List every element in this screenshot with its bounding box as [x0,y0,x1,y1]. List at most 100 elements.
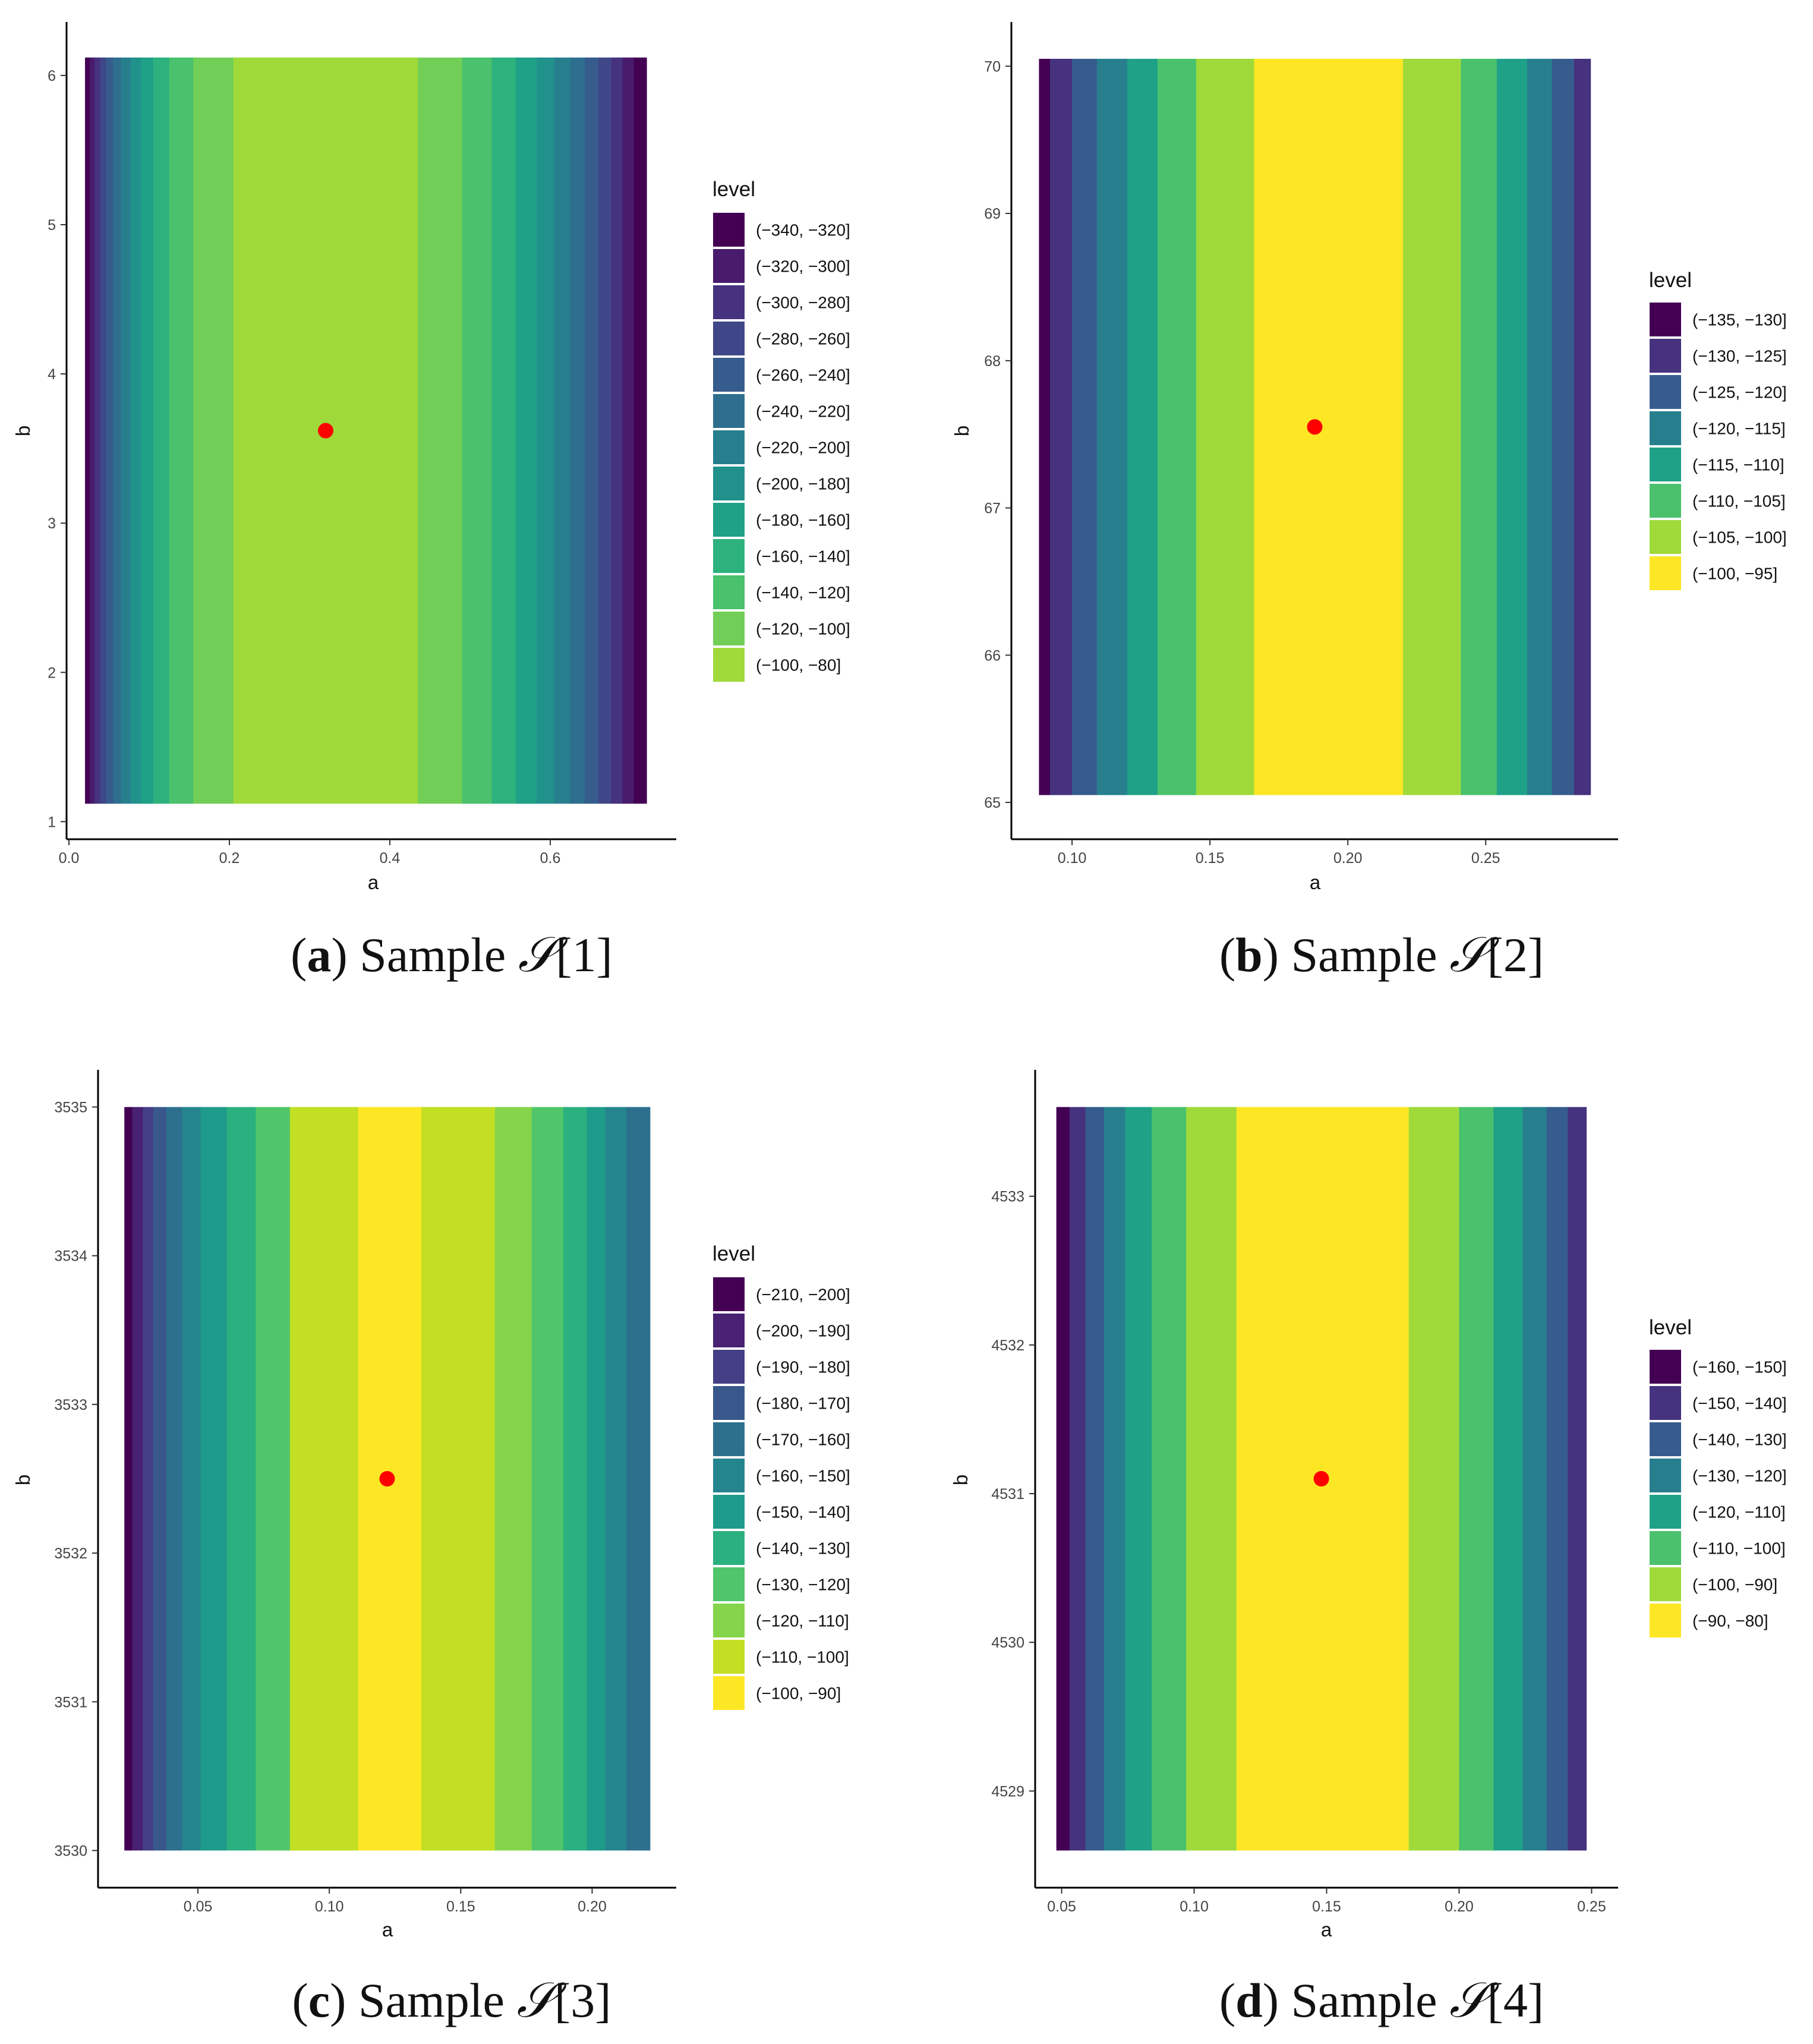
panel-a-band-14 [462,57,493,804]
panel-c-band-12 [494,1107,532,1851]
panel-d-x-tick-label-4: 0.25 [1577,1898,1606,1915]
panel-a-legend-label-1: (−320, −300] [756,257,850,276]
panel-b-y-tick-label-0: 65 [984,795,1001,811]
panel-c-band-13 [531,1107,564,1851]
panel-b-band-13 [1574,58,1591,795]
panel-d-y-axis-title: b [950,1475,972,1485]
panel-a-band-7 [131,57,142,804]
panel-d-legend-title: level [1649,1316,1692,1339]
panel-d-caption-label: d [1235,1973,1263,2027]
panel-a-legend-label-4: (−260, −240] [756,366,850,385]
panel-a-band-8 [141,57,154,804]
panel-c-band-3 [153,1107,167,1851]
panel-b-band-1 [1049,58,1073,795]
panel-d-legend-label-0: (−160, −150] [1692,1358,1787,1377]
panel-c-band-4 [166,1107,183,1851]
panel-c-band-16 [605,1107,627,1851]
panel-a-x-tick-label-2: 0.4 [380,850,401,867]
panel-c-y-tick-label-2: 3532 [54,1545,87,1562]
panel-b-band-2 [1072,58,1098,795]
panel-d-y-tick-label-0: 4529 [991,1783,1024,1800]
panel-c-legend-swatch-4 [712,1421,746,1457]
panel-b-caption-label: b [1235,928,1263,982]
panel-b-band-6 [1196,58,1254,795]
panel-a-band-5 [113,57,122,804]
panel-d-band-3 [1103,1107,1126,1851]
panel-c-legend: (−210, −200] (−200, −190] (−190, −180] (−18… [712,1276,850,1711]
panel-d-legend-swatch-1 [1648,1385,1682,1421]
panel-a-band-23 [622,57,635,804]
panel-b-y-tick-label-3: 68 [984,353,1001,370]
panel-a-x-tick-label-1: 0.2 [219,850,240,867]
panel-d-band-9 [1459,1107,1494,1851]
panel-a-y-tick-label-2: 3 [48,515,56,532]
panel-c-x-axis-title: a [382,1919,393,1941]
panel-c-y-tick-label-3: 3533 [54,1397,87,1413]
panel-d-legend-label-7: (−90, −80] [1692,1612,1768,1630]
panel-b-legend-label-0: (−135, −130] [1692,311,1787,329]
panel-c-legend-swatch-10 [712,1639,746,1675]
panel-c-legend-label-4: (−170, −160] [756,1431,850,1449]
panel-d-legend-label-6: (−100, −90] [1692,1576,1777,1594]
panel-c-legend-swatch-7 [712,1530,746,1566]
panel-a-legend-label-8: (−180, −160] [756,511,850,530]
panel-a-band-10 [169,57,194,804]
panel-a-legend-label-5: (−240, −220] [756,402,850,421]
panel-a-band-17 [537,57,555,804]
panel-d-y-tick-label-2: 4531 [991,1486,1024,1503]
panel-b-caption: (b) Sample 𝒮[2] [1219,927,1544,983]
panel-a-legend-label-9: (−160, −140] [756,547,850,566]
panel-d-legend-label-5: (−110, −100] [1692,1539,1786,1558]
panel-d-legend: (−160, −150] (−150, −140] (−140, −130] (−13… [1648,1349,1787,1639]
panel-c-legend-swatch-8 [712,1566,746,1602]
panel-c-legend-label-7: (−140, −130] [756,1539,850,1558]
panel-b-legend-title: level [1649,269,1692,292]
panel-b-caption-index: [2] [1487,928,1544,982]
panel-b-legend-swatch-7 [1648,555,1682,591]
panel-b-legend-label-4: (−115, −110] [1692,456,1784,474]
panel-c: 0.05 0.10 0.15 0.20 3530 3531 3532 3533 3534 3535… [12,1070,850,2029]
panel-a-x-tick-label-3: 0.6 [540,850,561,867]
panel-d-legend-swatch-5 [1648,1530,1682,1566]
panel-b-legend-swatch-2 [1648,374,1682,410]
panel-d-band-0 [1056,1107,1070,1851]
panel-a-legend-swatch-4 [712,357,746,393]
panel-b-legend: (−135, −130] (−130, −125] (−125, −120] (−12… [1648,301,1787,591]
panel-a-band-24 [633,57,647,804]
panel-b-x-axis-title: a [1310,871,1321,893]
panel-d-legend-swatch-6 [1648,1566,1682,1602]
panel-a-legend-swatch-6 [712,429,746,465]
panel-d-band-13 [1568,1107,1587,1851]
panel-a-x-axis-title: a [368,871,379,893]
panel-c-optimum-point [379,1471,395,1486]
panel-b-x-tick-label-2: 0.20 [1333,850,1363,867]
panel-b-legend-label-3: (−120, −115] [1692,420,1786,438]
panel-c-x-tick-label-0: 0.05 [184,1898,213,1915]
panel-a-legend-swatch-0 [712,212,746,248]
panel-c-x-tick-label-2: 0.15 [446,1898,475,1915]
panel-c-legend-label-8: (−130, −120] [756,1576,850,1594]
panel-a-y-axis-title: b [12,426,34,436]
panel-d-y-tick-label-1: 4530 [991,1634,1024,1651]
panel-d-legend-swatch-7 [1648,1602,1682,1639]
panel-c-legend-swatch-6 [712,1494,746,1530]
panel-a-legend-swatch-3 [712,320,746,357]
panel-d-legend-label-2: (−140, −130] [1692,1431,1787,1449]
panel-d-band-10 [1493,1107,1524,1851]
panel-a-legend-label-2: (−300, −280] [756,294,850,312]
panel-d-caption-text: Sample [1279,1973,1449,2027]
panel-c-band-15 [587,1107,606,1851]
panel-a-optimum-point [318,423,334,439]
panel-d-x-tick-label-1: 0.10 [1180,1898,1209,1915]
panel-d-plot: 0.05 0.10 0.15 0.20 0.25 4529 4530 4531 4532 4533 [991,1070,1618,1915]
panel-d-legend-label-1: (−150, −140] [1692,1394,1787,1413]
panel-c-legend-label-9: (−120, −110] [756,1612,849,1630]
panel-b-legend-swatch-3 [1648,410,1682,446]
panel-c-plot: 0.05 0.10 0.15 0.20 3530 3531 3532 3533 3534 3535 [54,1070,676,1915]
panel-b-y-axis-title: b [951,426,973,436]
panel-d-caption: (d) Sample 𝒮[4] [1219,1972,1544,2029]
panel-a-legend-swatch-10 [712,574,746,610]
panel-c-x-tick-label-1: 0.10 [315,1898,344,1915]
panel-a-legend-swatch-7 [712,465,746,502]
panel-b-band-8 [1403,58,1462,795]
